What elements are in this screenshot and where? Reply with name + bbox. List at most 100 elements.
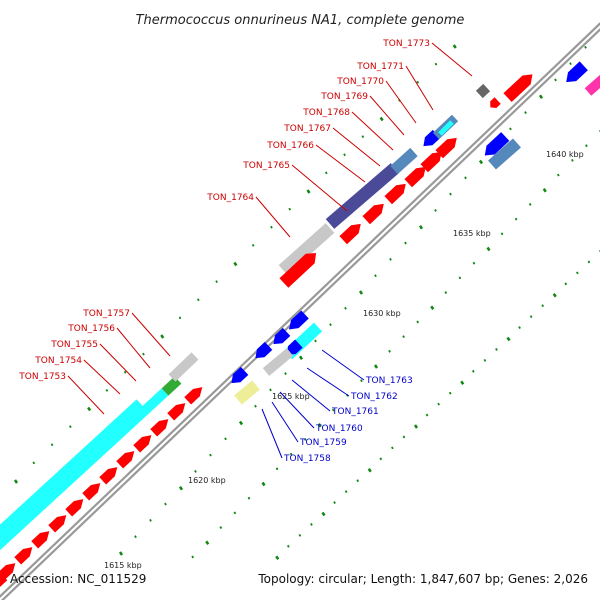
scale-tick bbox=[298, 533, 302, 537]
scale-tick bbox=[32, 461, 36, 465]
scale-label: 1625 kbp bbox=[272, 392, 310, 401]
gene-label: TON_1758 bbox=[283, 454, 331, 464]
scale-tick bbox=[379, 457, 383, 461]
cds-shape bbox=[0, 572, 8, 588]
scale-tick bbox=[269, 388, 272, 392]
cds-shape bbox=[420, 151, 442, 173]
cog-band-cyan bbox=[0, 388, 169, 551]
label-leader-line bbox=[306, 367, 350, 397]
scale-tick bbox=[317, 423, 322, 428]
scale-tick bbox=[576, 271, 579, 275]
reverse-cds bbox=[566, 61, 588, 83]
forward-cds bbox=[404, 166, 426, 188]
genome-backbone bbox=[0, 22, 600, 598]
scale-tick bbox=[514, 217, 518, 221]
cog-band-gray bbox=[278, 223, 335, 275]
scale-tick bbox=[552, 293, 557, 298]
forward-cds bbox=[65, 499, 84, 517]
gene-label: TON_1764 bbox=[206, 193, 254, 203]
forward-cds bbox=[99, 467, 118, 485]
scale-tick bbox=[472, 261, 476, 265]
scale-tick bbox=[194, 470, 197, 473]
scale-tick bbox=[87, 406, 92, 412]
cog-band-green bbox=[161, 376, 182, 396]
scale-tick bbox=[571, 158, 574, 162]
scale-tick bbox=[142, 352, 145, 356]
scale-tick bbox=[13, 479, 19, 484]
scale-tick bbox=[289, 452, 293, 456]
scale-tick bbox=[118, 551, 124, 556]
gene-label: TON_1754 bbox=[34, 356, 82, 366]
scale-tick bbox=[219, 526, 223, 529]
scale-tick bbox=[261, 481, 266, 487]
cog-band-cyan bbox=[438, 120, 454, 136]
forward-cds bbox=[14, 547, 33, 565]
scale-tick bbox=[50, 443, 54, 447]
scale-tick bbox=[360, 379, 363, 383]
reverse-cds bbox=[288, 310, 309, 330]
forward-cds bbox=[384, 183, 406, 205]
forward-cds bbox=[503, 74, 533, 102]
scale-tick bbox=[356, 479, 359, 483]
label-leader-line bbox=[99, 343, 137, 382]
scale-label: 1635 kbp bbox=[453, 229, 491, 238]
scale-tick bbox=[541, 304, 544, 308]
label-leader-line bbox=[255, 196, 291, 238]
scale-tick bbox=[123, 370, 127, 374]
scale-tick bbox=[178, 316, 182, 320]
scale-tick bbox=[251, 243, 255, 247]
scale-tick bbox=[224, 437, 227, 441]
cog-band-khaki bbox=[234, 380, 260, 405]
gene-label: TON_1755 bbox=[50, 340, 98, 350]
label-leader-line bbox=[431, 42, 473, 77]
cds-shape bbox=[503, 74, 533, 102]
label-leader-line bbox=[405, 65, 434, 111]
label-leader-line bbox=[385, 80, 417, 124]
scale-tick bbox=[270, 225, 273, 229]
scale-tick bbox=[238, 420, 244, 426]
scale-tick bbox=[314, 339, 317, 343]
cds-shape bbox=[82, 483, 101, 501]
forward-cds bbox=[0, 572, 8, 588]
gene-label: TON_1769 bbox=[320, 92, 368, 102]
cds-shape bbox=[231, 366, 249, 384]
scale-tick bbox=[233, 261, 238, 267]
scale-tick bbox=[404, 241, 407, 245]
scale-label: 1620 kbp bbox=[188, 476, 226, 485]
forward-cds bbox=[420, 151, 442, 173]
cds-shape bbox=[566, 61, 588, 83]
cds-shape bbox=[116, 451, 135, 469]
scale-tick bbox=[416, 80, 419, 84]
cds-shape bbox=[133, 435, 152, 453]
accession-text: Accession: NC_011529 bbox=[10, 572, 147, 586]
cog-band-indigo bbox=[325, 163, 400, 229]
cds-shape bbox=[404, 166, 426, 188]
label-leader-line bbox=[291, 379, 331, 412]
scale-tick bbox=[434, 209, 437, 212]
forward-cds bbox=[82, 483, 101, 501]
label-leader-line bbox=[369, 95, 405, 136]
cds-shape bbox=[490, 97, 501, 108]
scale-tick bbox=[418, 225, 424, 230]
scale-tick bbox=[254, 404, 257, 408]
scale-tick bbox=[164, 502, 167, 506]
scale-tick bbox=[197, 298, 200, 302]
cds-shape bbox=[362, 203, 384, 225]
scale-tick bbox=[367, 468, 372, 473]
scale-label: 1640 kbp bbox=[546, 150, 584, 159]
label-leader-line bbox=[83, 359, 121, 395]
scale-tick bbox=[430, 305, 435, 310]
scale-tick bbox=[105, 388, 109, 392]
scale-tick bbox=[344, 490, 348, 494]
genome-summary-text: Topology: circular; Length: 1,847,607 bp… bbox=[258, 572, 588, 586]
cds-shape bbox=[31, 531, 50, 549]
scale-tick bbox=[209, 453, 212, 457]
cds-shape bbox=[184, 387, 203, 405]
gene-label: TON_1759 bbox=[299, 438, 347, 448]
label-leader-line bbox=[321, 349, 365, 381]
cds-shape bbox=[287, 339, 303, 355]
scale-tick bbox=[191, 555, 194, 559]
cds-shape bbox=[435, 137, 457, 159]
scale-tick bbox=[569, 62, 572, 66]
